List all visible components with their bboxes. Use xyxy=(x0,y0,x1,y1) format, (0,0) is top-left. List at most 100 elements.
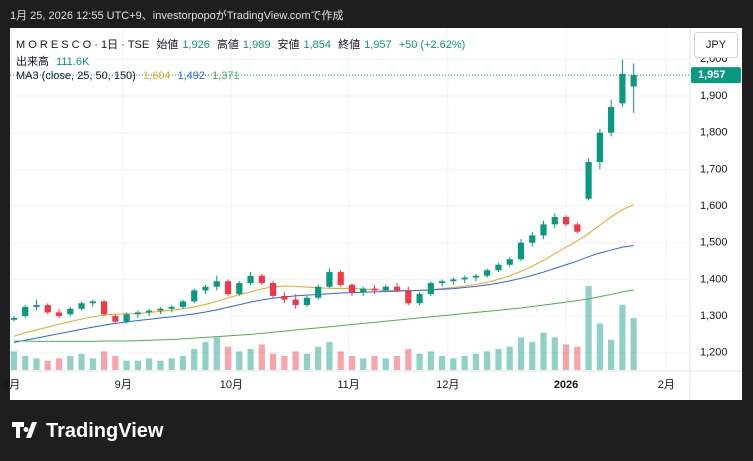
candle-body xyxy=(168,306,175,309)
candle-body xyxy=(281,295,288,300)
volume-bar xyxy=(461,356,468,370)
currency-button[interactable]: JPY xyxy=(694,32,738,58)
volume-bar xyxy=(427,351,434,370)
volume-bar xyxy=(303,353,310,370)
ma150-value: 1,371 xyxy=(212,70,240,82)
close-label: 終値 xyxy=(338,39,361,51)
volume-bar xyxy=(157,360,164,370)
volume-bar xyxy=(382,358,389,370)
close-value: 1,957 xyxy=(364,39,392,51)
caption: 1月 25, 2026 12:55 UTC+9、investorpopoがTra… xyxy=(10,10,344,22)
volume-bar xyxy=(393,356,401,370)
volume-bar xyxy=(213,337,220,370)
volume-bar xyxy=(202,342,209,370)
candle-body xyxy=(562,217,570,225)
candle-body xyxy=(179,301,187,307)
candle-body xyxy=(337,272,344,285)
high-value: 1,989 xyxy=(242,39,271,51)
candle-body xyxy=(439,281,446,284)
volume-bar xyxy=(574,346,581,370)
candle-body xyxy=(360,288,367,293)
volume-bar xyxy=(596,323,603,370)
y-tick-label: 1,200 xyxy=(700,347,728,359)
candle-body xyxy=(315,286,322,298)
candle-body xyxy=(393,286,401,291)
candle-body xyxy=(427,283,434,295)
volume-bar xyxy=(44,360,51,370)
y-tick-label: 1,600 xyxy=(700,200,728,212)
ma-legend: MA3 (close, 25, 50, 150) 1,604 1,492 1,3… xyxy=(16,70,244,82)
volume-value: 111.6K xyxy=(56,56,90,68)
candle-body xyxy=(416,294,423,304)
x-tick-label: 10月 xyxy=(220,379,243,391)
low-label: 安値 xyxy=(277,39,300,51)
candle-body xyxy=(303,297,310,306)
volume-bar xyxy=(10,351,18,370)
candle-body xyxy=(382,286,389,291)
y-tick-label: 1,900 xyxy=(700,90,728,102)
candle-body xyxy=(484,270,491,276)
volume-bar xyxy=(439,356,446,370)
volume-bar xyxy=(33,358,40,370)
brand: TradingView xyxy=(46,420,164,442)
change: +50 (+2.62%) xyxy=(398,39,466,51)
candle-body xyxy=(123,314,130,322)
volume-bar xyxy=(326,342,333,370)
candle-body xyxy=(146,310,153,313)
y-tick-label: 1,300 xyxy=(700,310,728,322)
last-price-label: 1,957 xyxy=(698,69,726,81)
moving-average xyxy=(13,204,634,337)
volume-bar xyxy=(630,318,637,370)
volume-bar xyxy=(292,351,299,370)
last-price-tag xyxy=(691,67,741,84)
candle-body xyxy=(450,279,457,282)
symbol: M O R E S C O · 1日 · TSE xyxy=(16,39,150,51)
candle-body xyxy=(506,259,513,265)
volume-label: 出来高 xyxy=(16,56,49,68)
candle-body xyxy=(67,308,74,315)
candle-body xyxy=(540,224,547,236)
volume-bar xyxy=(168,358,175,370)
candle-body xyxy=(574,224,581,232)
y-tick-label: 1,400 xyxy=(700,273,728,285)
candle-body xyxy=(213,281,220,287)
volume-bar xyxy=(608,339,615,370)
volume-bar xyxy=(224,346,232,370)
candle-body xyxy=(191,290,198,302)
volume-bar xyxy=(405,349,412,370)
candle-body xyxy=(630,75,637,87)
moving-average xyxy=(13,245,634,343)
volume-bar xyxy=(78,353,85,370)
volume-bar xyxy=(562,344,570,370)
candle-body xyxy=(348,284,356,293)
volume-bar xyxy=(112,356,119,370)
x-tick-label: 11月 xyxy=(337,379,359,391)
x-tick-label: 2月 xyxy=(658,379,675,391)
volume-bar xyxy=(360,358,367,370)
candle-body xyxy=(247,275,254,284)
volume-bar xyxy=(270,353,277,370)
candle-body xyxy=(405,290,412,304)
candle-body xyxy=(89,301,96,304)
volume-bar xyxy=(371,356,378,370)
volume-bar xyxy=(191,349,198,370)
candle-body xyxy=(472,275,480,278)
y-tick-label: 1,700 xyxy=(700,163,728,175)
candle-body xyxy=(258,275,265,284)
x-tick-label: 2026 xyxy=(554,379,578,391)
ma-label: MA3 (close, 25, 50, 150) xyxy=(16,70,136,82)
candle-body xyxy=(608,107,615,133)
candle-body xyxy=(224,281,232,295)
volume-bar xyxy=(67,356,74,370)
candle-body xyxy=(517,242,525,260)
candle-body xyxy=(529,235,536,243)
volume-bar xyxy=(551,337,558,370)
ma50-value: 1,492 xyxy=(177,70,206,82)
candle-body xyxy=(134,312,141,315)
candle-body xyxy=(461,277,468,280)
candle-body xyxy=(326,272,333,287)
candle-body xyxy=(157,308,164,311)
moving-average xyxy=(13,289,634,342)
